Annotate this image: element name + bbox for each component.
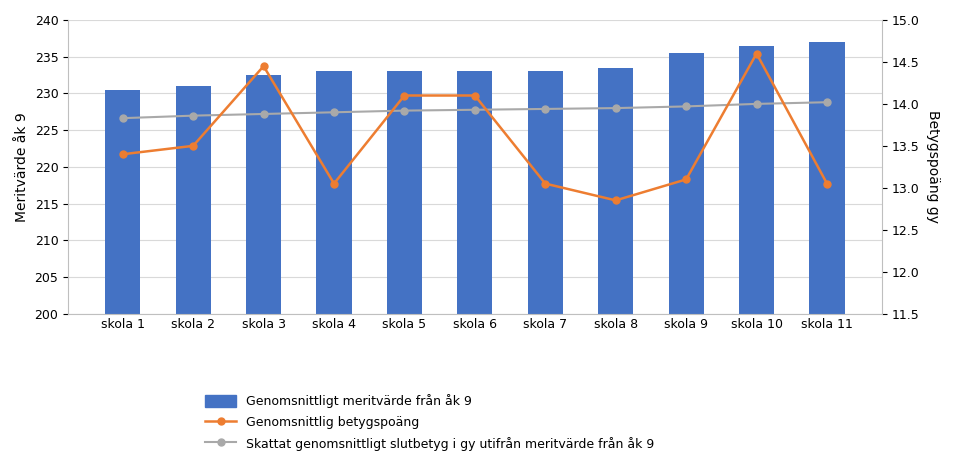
Legend: Genomsnittligt meritvärde från åk 9, Genomsnittlig betygspoäng, Skattat genomsni: Genomsnittligt meritvärde från åk 9, Gen…: [200, 389, 660, 456]
Bar: [316, 72, 351, 314]
Bar: [528, 72, 562, 314]
Bar: [810, 42, 844, 314]
Bar: [598, 68, 633, 314]
Bar: [176, 86, 211, 314]
Y-axis label: Meritvärde åk 9: Meritvärde åk 9: [15, 112, 29, 222]
Bar: [387, 72, 422, 314]
Bar: [668, 53, 704, 314]
Y-axis label: Betygspoäng gy: Betygspoäng gy: [926, 110, 940, 223]
Bar: [739, 46, 775, 314]
Bar: [246, 75, 281, 314]
Bar: [457, 72, 493, 314]
Bar: [105, 90, 140, 314]
